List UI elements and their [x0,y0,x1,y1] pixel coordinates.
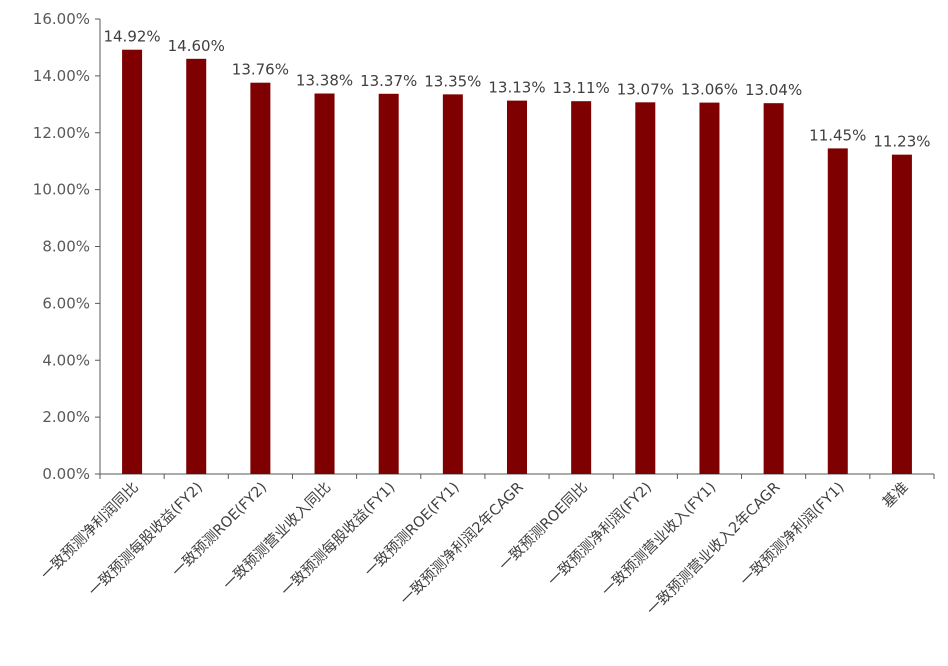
category-label: 一致预测每股收益(FY2) [85,479,206,600]
data-labels: 14.92% 14.60% 13.76% 13.38% 13.37% 13.35% 13.1… [103,28,930,151]
category-label: 一致预测每股收益(FY1) [278,479,399,600]
y-tick-label: 12.00% [33,124,90,142]
y-tick-label: 10.00% [33,181,90,199]
y-tick-label: 6.00% [42,294,90,312]
category-label: 基准 [879,479,912,512]
category-label: 一致预测营业收入2年CAGR [644,479,784,619]
data-label: 13.07% [617,80,674,98]
data-label: 13.76% [232,61,289,79]
data-label: 13.04% [745,81,802,99]
bar [122,49,143,475]
y-tick-label: 8.00% [42,238,90,256]
bar [891,154,912,474]
bar [378,93,399,475]
data-label: 11.23% [873,133,930,151]
category-label: 一致预测净利润2年CAGR [397,479,527,609]
bar [635,102,656,475]
category-label: 一致预测净利润(FY1) [737,479,847,589]
category-labels: 一致预测净利润同比一致预测每股收益(FY2)一致预测ROE(FY2)一致预测营业… [38,479,912,619]
data-label: 14.60% [168,37,225,55]
bar [827,148,848,474]
bar [571,101,592,474]
data-label: 13.11% [553,79,610,97]
data-label: 11.45% [809,126,866,144]
bar [314,93,335,474]
data-label: 13.13% [488,79,545,97]
category-label: 一致预测营业收入同比 [220,479,335,594]
bar [442,94,463,474]
data-label: 13.37% [360,72,417,90]
data-label: 13.35% [424,72,481,90]
bar [186,58,207,474]
bar [763,103,784,475]
y-tick-label: 2.00% [42,408,90,426]
y-tick-label: 14.00% [33,67,90,85]
y-tick-label: 4.00% [42,351,90,369]
bars [122,49,912,475]
data-label: 13.06% [681,81,738,99]
y-tick-label: 16.00% [33,10,90,28]
data-label: 13.38% [296,72,353,90]
bar [250,82,271,474]
bar [507,100,527,474]
data-label: 14.92% [103,28,160,46]
category-label: 一致预测营业收入(FY1) [599,479,720,600]
x-axis [99,473,935,479]
category-label: 一致预测净利润(FY2) [545,479,655,589]
y-tick-label: 0.00% [42,465,90,483]
bar [699,102,720,474]
y-axis: 0.00% 2.00% 4.00% 6.00% 8.00% 10.00% 12.00% 14.… [33,10,101,483]
